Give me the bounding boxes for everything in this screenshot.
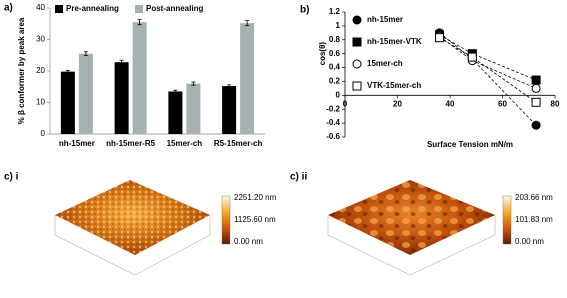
error-bar <box>191 81 196 86</box>
afm-texture <box>328 180 495 255</box>
y-tick-label: 0.2 <box>329 77 341 86</box>
colorbar <box>221 195 231 245</box>
bar <box>186 83 201 134</box>
error-bar <box>65 69 70 74</box>
y-tick-label: 40 <box>36 3 45 12</box>
x-tick-label: 60 <box>498 99 507 108</box>
legend-label: 15mer-ch <box>367 59 403 68</box>
error-bar <box>227 84 232 88</box>
colorbar-label: 0.00 nm <box>515 237 544 246</box>
dashed-line <box>439 34 537 81</box>
x-axis-label: Surface Tension mN/m <box>427 140 513 149</box>
legend-marker <box>352 15 362 25</box>
colorbar-label: 2251.20 nm <box>234 193 277 202</box>
x-tick-label: R5-15mer-ch <box>214 139 263 148</box>
colorbar-label: 203.66 nm <box>515 193 553 202</box>
legend-label: VTK-15mer-ch <box>367 81 421 90</box>
marker <box>531 120 541 130</box>
x-tick-label: 0 <box>343 99 348 108</box>
error-bar <box>119 59 124 65</box>
legend-label: Pre-annealing <box>66 4 119 13</box>
afm-panels <box>54 180 512 276</box>
legend-label: Post-annealing <box>146 4 203 13</box>
y-tick-label: 1.2 <box>329 7 341 16</box>
error-bar <box>245 20 250 27</box>
bar <box>222 86 237 134</box>
y-tick-label: 1 <box>336 21 341 30</box>
afm-texture <box>55 180 210 255</box>
error-bar <box>137 19 142 26</box>
panel-label: b) <box>300 5 309 16</box>
y-tick-label: 0 <box>336 90 341 99</box>
colorbar <box>502 195 512 245</box>
legend-marker <box>352 59 362 69</box>
legend-swatch <box>55 5 63 13</box>
bar <box>60 71 75 134</box>
panel-label: c) i <box>4 172 19 183</box>
y-tick-label: 0.6 <box>329 49 341 58</box>
bar <box>78 53 93 134</box>
y-tick-label: 30 <box>36 35 45 44</box>
legend-marker <box>352 81 362 91</box>
x-tick-label: 15mer-ch <box>167 139 203 148</box>
dashed-line <box>439 35 537 89</box>
legend-swatch <box>135 5 143 13</box>
x-tick-label: 20 <box>393 99 402 108</box>
y-tick-label: 0.4 <box>329 63 341 72</box>
marker <box>435 33 444 43</box>
y-tick-label: 0.8 <box>329 35 341 44</box>
marker <box>531 97 541 107</box>
error-bar <box>173 89 178 94</box>
legend-label: nh-15mer <box>367 15 403 24</box>
colorbar-label: 0.00 nm <box>234 237 263 246</box>
error-bar <box>83 51 88 56</box>
x-tick-label: nh-15mer-R5 <box>106 139 155 148</box>
dashed-line <box>439 37 537 103</box>
y-tick-label: 20 <box>36 66 45 75</box>
panel-label: c) ii <box>290 172 307 183</box>
marker <box>467 52 477 62</box>
colorbar-label: 101.83 nm <box>515 215 553 224</box>
y-tick-label: -0.4 <box>326 118 340 127</box>
x-tick-label: 80 <box>551 99 560 108</box>
marker <box>531 83 541 93</box>
legend-label: nh-15mer-VTK <box>367 37 422 46</box>
afm-frame <box>327 215 496 276</box>
x-tick-label: nh-15mer <box>59 139 95 148</box>
y-tick-label: 0 <box>41 129 46 138</box>
x-tick-label: 40 <box>446 99 455 108</box>
y-tick-label: 10 <box>36 98 45 107</box>
y-tick-label: -0.6 <box>326 132 340 141</box>
y-axis-label: cos(θ) <box>318 42 327 66</box>
bar <box>132 22 147 134</box>
legend-marker <box>352 37 362 47</box>
panel-label: a) <box>4 3 13 14</box>
colorbar-label: 1125.60 nm <box>234 215 276 224</box>
bar <box>114 62 129 134</box>
marker <box>531 75 541 85</box>
y-axis-label: % β conformer by peak area <box>17 17 26 124</box>
afm-frame <box>54 215 211 276</box>
bar <box>240 23 255 134</box>
y-tick-label: -0.2 <box>326 104 340 113</box>
bar <box>168 91 183 134</box>
